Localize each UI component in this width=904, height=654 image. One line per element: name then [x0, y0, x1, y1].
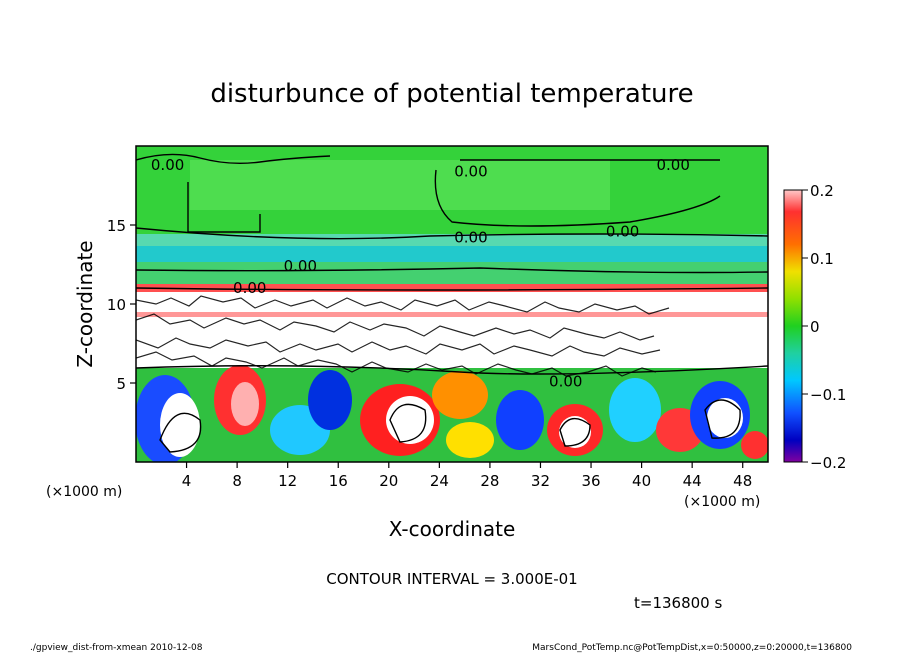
x-tick-label: 32 — [531, 472, 550, 490]
x-unit-label: (×1000 m) — [684, 494, 760, 510]
x-tick-label: 8 — [232, 472, 242, 490]
x-tick-label: 40 — [632, 472, 651, 490]
heatmap-field — [136, 146, 768, 462]
colorbar-tick-label: −0.1 — [810, 386, 846, 404]
y-tick-label: 15 — [107, 217, 126, 235]
colorbar — [783, 189, 803, 463]
colorbar-tick-label: 0 — [810, 318, 820, 336]
time-text: t=136800 s — [634, 594, 722, 612]
footer-left: ./gpview_dist-from-xmean 2010-12-08 — [30, 643, 203, 653]
x-tick-label: 12 — [278, 472, 297, 490]
contour-interval-text: CONTOUR INTERVAL = 3.000E-01 — [326, 570, 577, 588]
x-tick-label: 20 — [379, 472, 398, 490]
contour-label: 0.00 — [454, 162, 487, 180]
x-axis: 4 8 12 16 20 24 28 32 36 40 44 48 — [182, 462, 752, 490]
y-axis-label: Z-coordinate — [73, 240, 97, 367]
contour-label: 0.00 — [233, 279, 266, 297]
x-tick-label: 4 — [182, 472, 192, 490]
contour-label: 0.00 — [656, 156, 689, 174]
x-tick-label: 36 — [581, 472, 600, 490]
colorbar-ticks: 0.2 0.1 0 −0.1 −0.2 — [802, 182, 846, 472]
contour-label: 0.00 — [549, 372, 582, 390]
x-tick-label: 16 — [329, 472, 348, 490]
y-unit-label: (×1000 m) — [46, 484, 122, 500]
contour-label: 0.00 — [284, 257, 317, 275]
y-tick-label: 10 — [107, 296, 126, 314]
y-axis: 5 10 15 — [107, 217, 136, 393]
x-tick-label: 24 — [430, 472, 449, 490]
colorbar-tick-label: 0.1 — [810, 250, 834, 268]
contour-label: 0.00 — [606, 222, 639, 240]
colorbar-tick-label: −0.2 — [810, 454, 846, 472]
contour-label: 0.00 — [151, 156, 184, 174]
colorbar-tick-label: 0.2 — [810, 182, 834, 200]
chart-title: disturbunce of potential temperature — [210, 79, 693, 109]
x-tick-label: 48 — [733, 472, 752, 490]
contour-label: 0.00 — [454, 229, 487, 247]
x-tick-label: 44 — [683, 472, 702, 490]
y-tick-label: 5 — [116, 375, 126, 393]
x-axis-label: X-coordinate — [389, 517, 516, 541]
footer-right: MarsCond_PotTemp.nc@PotTempDist,x=0:5000… — [532, 643, 852, 653]
x-tick-label: 28 — [480, 472, 499, 490]
contour-labels: 0.00 0.00 0.00 0.00 0.00 0.00 0.00 0.00 — [151, 156, 690, 390]
